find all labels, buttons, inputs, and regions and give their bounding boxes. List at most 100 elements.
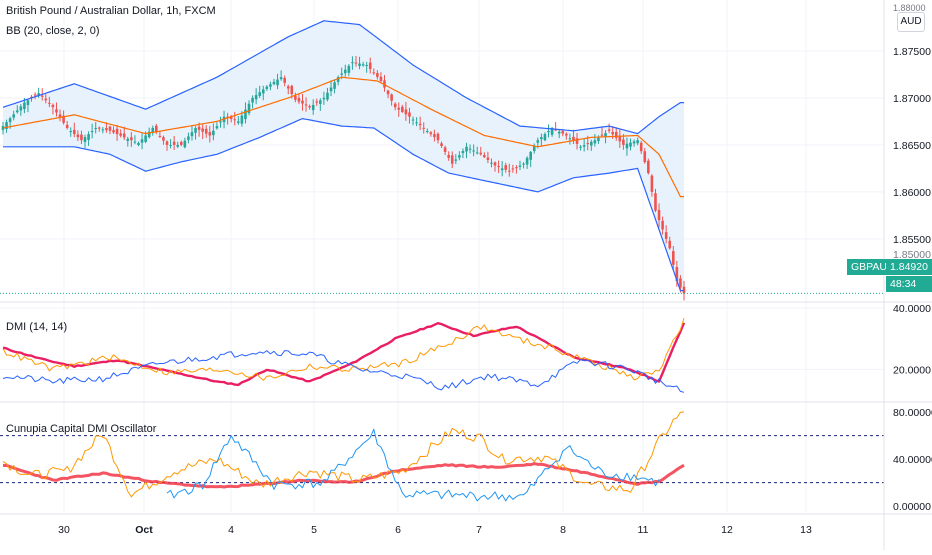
candle-body xyxy=(155,125,158,133)
candle-body xyxy=(301,100,304,104)
candle-body xyxy=(379,76,383,81)
candle-body xyxy=(386,90,390,95)
candle-body xyxy=(326,92,329,100)
candle-body xyxy=(586,143,590,145)
chart-title: British Pound / Australian Dollar, 1h, F… xyxy=(6,5,216,17)
candle-body xyxy=(518,165,522,167)
candle-body xyxy=(639,142,643,152)
candle-body xyxy=(525,157,529,165)
time-tick-label: 13 xyxy=(800,524,812,536)
candle-body xyxy=(297,98,301,102)
candle-body xyxy=(636,140,639,144)
candle-body xyxy=(333,82,336,89)
candle-body xyxy=(679,278,682,288)
dmi-panel[interactable] xyxy=(2,317,686,393)
currency-badge[interactable]: AUD xyxy=(897,12,925,32)
candle-body xyxy=(8,118,12,123)
candle-body xyxy=(436,133,440,141)
candle-body xyxy=(479,152,483,155)
candle-body xyxy=(258,92,262,96)
price-tick-label: 1.86500 xyxy=(893,140,931,152)
candle-body xyxy=(579,146,582,148)
candle-body xyxy=(593,140,597,144)
oscillator-plus-line xyxy=(2,411,685,498)
candle-body xyxy=(372,72,376,74)
candle-body xyxy=(183,140,187,148)
candle-body xyxy=(568,138,572,140)
candle-body xyxy=(365,64,368,66)
price-tick-label: 1.85500 xyxy=(893,234,931,246)
price-tick-label: 1.87000 xyxy=(893,93,931,105)
candle-body xyxy=(433,134,436,138)
candle-body xyxy=(354,62,358,64)
time-tick-label: 4 xyxy=(228,524,234,536)
candle-body xyxy=(422,127,426,129)
candle-body xyxy=(26,100,30,106)
candle-body xyxy=(165,141,169,145)
candle-body xyxy=(475,152,479,154)
candle-body xyxy=(547,131,550,133)
candle-body xyxy=(486,157,490,160)
bollinger-basis-line xyxy=(2,76,684,198)
candle-body xyxy=(187,136,190,140)
candle-body xyxy=(315,101,319,103)
bollinger-lower-line xyxy=(3,117,684,292)
candle-body xyxy=(643,151,647,163)
price-panel[interactable] xyxy=(0,20,884,301)
last-price-tag: 1.84920 xyxy=(886,259,932,275)
candle-body xyxy=(589,141,593,146)
candle-body xyxy=(151,127,155,133)
candle-body xyxy=(654,193,657,211)
candle-body xyxy=(425,131,429,133)
candle-body xyxy=(80,134,83,141)
candle-body xyxy=(490,162,493,164)
candle-body xyxy=(554,129,557,131)
candle-body xyxy=(572,136,575,142)
candle-body xyxy=(415,122,418,124)
candle-body xyxy=(126,138,130,141)
oscillator-indicator-label[interactable]: Cunupia Capital DMI Oscillator xyxy=(6,423,157,435)
oscillator-tick-label: 80.00000 xyxy=(893,407,932,419)
candle-body xyxy=(108,126,112,131)
candle-body xyxy=(440,143,443,147)
candle-body xyxy=(19,106,23,111)
oscillator-panel[interactable] xyxy=(0,411,884,502)
candle-body xyxy=(650,175,654,192)
candle-body xyxy=(48,102,51,104)
candle-body xyxy=(69,131,73,133)
oscillator-main-line xyxy=(2,462,685,489)
candle-body xyxy=(286,86,290,89)
candle-body xyxy=(343,69,347,74)
candle-body xyxy=(368,62,372,69)
candle-body xyxy=(543,134,547,141)
bb-indicator-label[interactable]: BB (20, close, 2, 0) xyxy=(6,25,100,37)
candle-body xyxy=(12,114,15,118)
candle-body xyxy=(507,170,511,172)
candle-body xyxy=(254,95,258,100)
candle-body xyxy=(450,155,454,164)
candle-body xyxy=(582,145,586,147)
candle-body xyxy=(76,134,80,138)
candle-body xyxy=(632,141,636,144)
candle-body xyxy=(112,130,115,133)
candle-body xyxy=(169,144,172,146)
candle-body xyxy=(130,137,133,141)
candle-body xyxy=(661,220,664,230)
candle-body xyxy=(614,131,618,138)
candle-body xyxy=(308,106,311,108)
bar-countdown-tag: 48:34 xyxy=(886,276,932,292)
candle-body xyxy=(336,77,340,82)
candle-body xyxy=(304,104,308,106)
candle-body xyxy=(115,128,119,135)
dmi-indicator-label[interactable]: DMI (14, 14) xyxy=(6,321,68,333)
candle-body xyxy=(675,267,679,282)
candle-body xyxy=(261,89,265,94)
candle-body xyxy=(190,132,194,137)
candle-body xyxy=(87,134,90,140)
candle-body xyxy=(397,107,401,110)
candle-body xyxy=(611,131,614,135)
time-tick-label: 8 xyxy=(560,524,566,536)
candle-body xyxy=(351,62,354,64)
